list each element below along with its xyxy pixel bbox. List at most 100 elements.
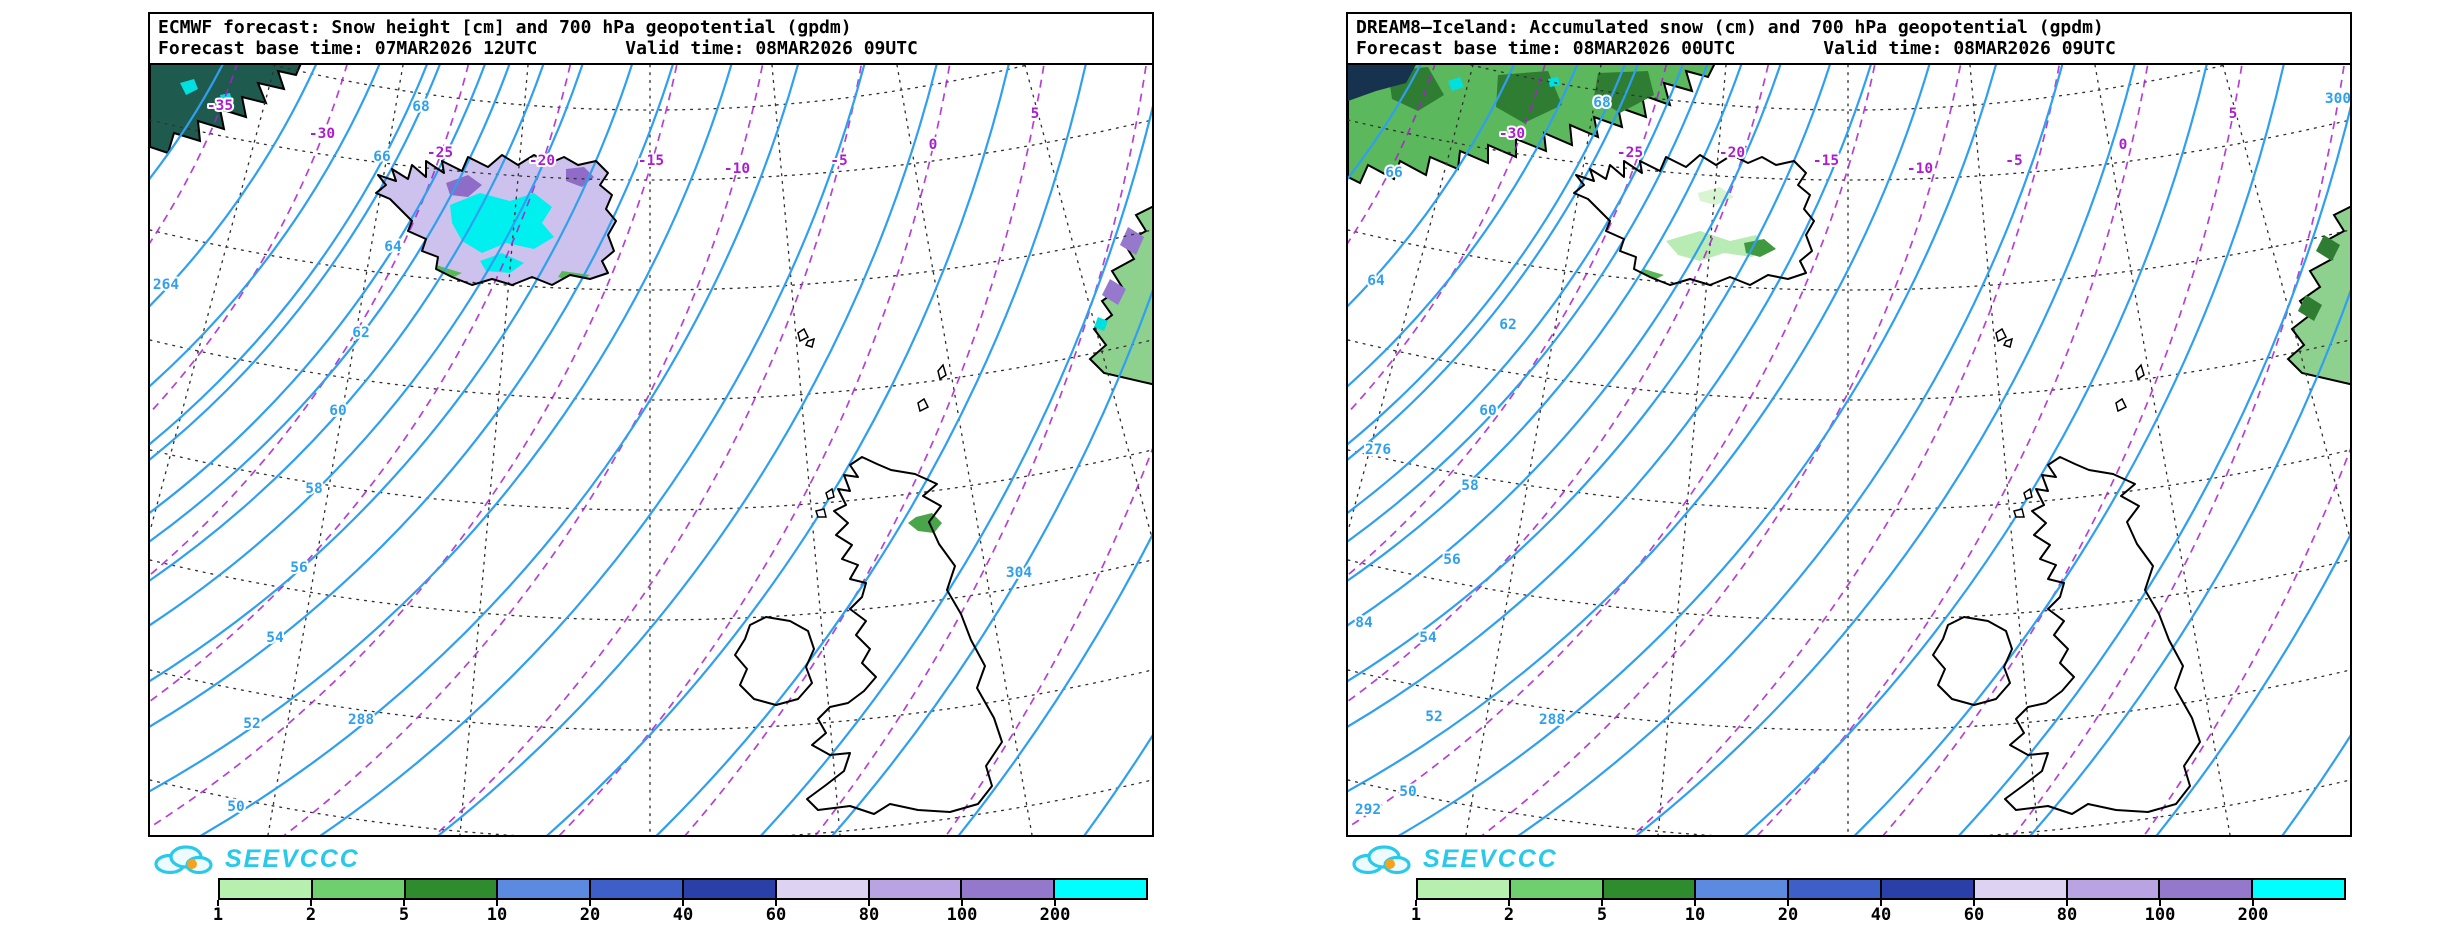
- colorbar-segment: [774, 880, 868, 898]
- geopotential-label: 64: [1367, 273, 1385, 289]
- colorbar-segment: [1601, 880, 1695, 898]
- geopotential-contour: [150, 65, 381, 387]
- panel-dream8: DREAM8–Iceland: Accumulated snow (cm) an…: [1346, 12, 2352, 925]
- geopotential-label: 288: [348, 712, 374, 728]
- logo-text: SEEVCCC: [1423, 844, 1558, 873]
- norway-coast: [2286, 205, 2350, 386]
- temperature-contour: [2143, 447, 2350, 835]
- colorbar-bar: [1416, 878, 2346, 900]
- colorbar-label: 5: [398, 905, 410, 925]
- panel-title: ECMWF forecast: Snow height [cm] and 700…: [158, 17, 852, 38]
- colorbar-segment: [2065, 880, 2159, 898]
- colorbar-label: 200: [1039, 905, 1071, 925]
- norway-coast: [1088, 205, 1152, 386]
- temperature-label: -35: [207, 98, 233, 114]
- colorbar-tick: [2252, 900, 2254, 906]
- temperature-label: 0: [929, 137, 938, 153]
- colorbar-label: 1: [1410, 905, 1422, 925]
- contour-labels: 6866646260276585654845250288292300-30-25…: [1353, 89, 2350, 820]
- colorbar-tick: [217, 900, 219, 906]
- colorbar-label: 80: [858, 905, 880, 925]
- colorbar-tick: [1601, 900, 1603, 906]
- colorbar-segment: [2251, 880, 2344, 898]
- logo-text: SEEVCCC: [225, 844, 360, 873]
- geopotential-label: 56: [290, 560, 307, 576]
- geopotential-label: 58: [1461, 478, 1478, 494]
- colorbar-tick: [961, 900, 963, 906]
- colorbar-label: 40: [672, 905, 694, 925]
- colorbar-segment: [589, 880, 682, 898]
- valid-time-label: Valid time: 08MAR2026 09UTC: [1823, 38, 2116, 59]
- temperature-label: -30: [1499, 126, 1525, 142]
- temperature-contour: [2012, 65, 2345, 835]
- colorbar-segment: [496, 880, 590, 898]
- colorbar-label: 20: [579, 905, 601, 925]
- colorbar-label: 60: [1963, 905, 1985, 925]
- geopotential-label: 264: [153, 277, 179, 293]
- geopotential-label: 68: [1593, 95, 1610, 111]
- geopotential-label: 50: [227, 799, 244, 815]
- colorbar-labels: 1 2 5 10 20 40 60 80 100 200: [213, 900, 1148, 925]
- colorbar-label: 10: [486, 905, 508, 925]
- map-dream8: 6866646260276585654845250288292300-30-25…: [1348, 65, 2350, 835]
- colorbar-tick: [496, 900, 498, 906]
- temperature-label: -10: [724, 161, 750, 177]
- colorbar-tick: [1973, 900, 1975, 906]
- cloud-icon: [1352, 845, 1411, 875]
- temperature-contour: [945, 447, 1152, 835]
- geopotential-contour: [2280, 734, 2350, 835]
- geopotential-label: 62: [1499, 317, 1516, 333]
- colorbar-label: 40: [1870, 905, 1892, 925]
- colorbar-label: 5: [1596, 905, 1608, 925]
- colorbar-segment: [1508, 880, 1602, 898]
- colorbar-tick: [1787, 900, 1789, 906]
- panel-ecmwf-header: ECMWF forecast: Snow height [cm] and 700…: [150, 14, 1152, 65]
- colorbar-segment: [220, 880, 311, 898]
- panel-footer: SEEVCCC 1 2 5 10 20 40 60 80 100 200: [1346, 843, 2352, 925]
- temperature-label: -25: [1617, 145, 1643, 161]
- colorbar-label: 2: [1503, 905, 1515, 925]
- land-fills: [1348, 65, 2350, 814]
- colorbar-segment: [1694, 880, 1788, 898]
- temperature-label: -15: [638, 153, 664, 169]
- iceland-snow-patches: [432, 167, 594, 283]
- geopotential-label: 60: [329, 403, 346, 419]
- temperature-label: 5: [1031, 106, 1040, 122]
- geopotential-contour: [759, 103, 1152, 835]
- colorbar-label: 100: [946, 905, 978, 925]
- temperature-label: -30: [309, 126, 335, 142]
- temperature-label: -25: [427, 145, 453, 161]
- geopotential-contour: [1082, 734, 1152, 835]
- valid-time-label: Valid time: 08MAR2026 09UTC: [625, 38, 918, 59]
- geopotential-label: 54: [266, 630, 284, 646]
- colorbar-segment: [1879, 880, 1973, 898]
- colorbar-segment: [2158, 880, 2252, 898]
- panel-ecmwf-box: ECMWF forecast: Snow height [cm] and 700…: [148, 12, 1154, 837]
- greenland-coast: [1348, 65, 1716, 185]
- geopotential-label: 56: [1443, 552, 1460, 568]
- geopotential-label: 52: [243, 716, 260, 732]
- geopotential-contour: [957, 532, 1152, 835]
- greenland-coast: [150, 65, 302, 155]
- colorbar-labels: 1 2 5 10 20 40 60 80 100 200: [1411, 900, 2346, 925]
- geopotential-label: 60: [1479, 403, 1496, 419]
- snow-colorbar: 1 2 5 10 20 40 60 80 100 200: [213, 878, 1148, 925]
- colorbar-tick: [403, 900, 405, 906]
- temperature-label: -20: [529, 153, 555, 169]
- geopotential-label: 50: [1399, 784, 1416, 800]
- temperature-label: -15: [1813, 153, 1839, 169]
- base-time-label: Forecast base time: 08MAR2026 00UTC: [1356, 38, 1736, 59]
- colorbar-tick: [1508, 900, 1510, 906]
- colorbar-tick: [310, 900, 312, 906]
- colorbar-segment: [1972, 880, 2066, 898]
- cloud-icon: [154, 845, 213, 875]
- colorbar-segment: [403, 880, 497, 898]
- colorbar-label: 200: [2237, 905, 2269, 925]
- colorbar-label: 60: [765, 905, 787, 925]
- geopotential-contour: [2029, 287, 2350, 835]
- geopotential-label: 54: [1419, 630, 1437, 646]
- colorbar-tick: [775, 900, 777, 906]
